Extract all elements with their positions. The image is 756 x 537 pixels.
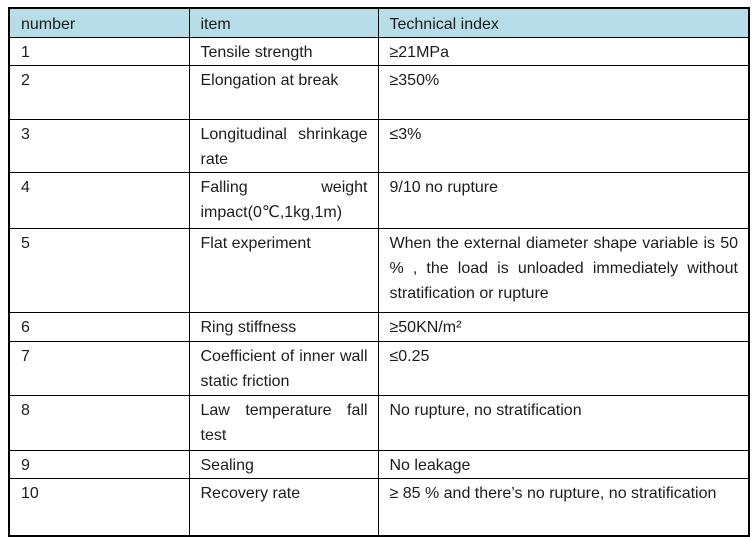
cell-technical-index: ≥ 85 % and there’s no rupture, no strati… xyxy=(377,478,750,536)
cell-item: Recovery rate xyxy=(188,478,379,536)
table-row: 4 Falling weight impact(0℃,1kg,1m) 9/10 … xyxy=(8,172,750,229)
cell-technical-index: 9/10 no rupture xyxy=(377,172,750,229)
cell-item: Coefficient of inner wall static frictio… xyxy=(188,341,379,396)
cell-item: Flat experiment xyxy=(188,228,379,313)
table-row: 6 Ring stiffness ≥50KN/m² xyxy=(8,312,750,342)
table-row: 8 Law temperature fall test No rupture, … xyxy=(8,395,750,451)
cell-number: 8 xyxy=(8,395,190,451)
table-row: 7 Coefficient of inner wall static frict… xyxy=(8,341,750,396)
cell-item: Sealing xyxy=(188,450,379,479)
cell-technical-index: No leakage xyxy=(377,450,750,479)
cell-item: Elongation at break xyxy=(188,65,379,120)
cell-number: 9 xyxy=(8,450,190,479)
cell-item: Law temperature fall test xyxy=(188,395,379,451)
cell-technical-index: ≥21MPa xyxy=(377,37,750,66)
cell-number: 2 xyxy=(8,65,190,120)
cell-technical-index: No rupture, no stratification xyxy=(377,395,750,451)
table-row: 5 Flat experiment When the external diam… xyxy=(8,228,750,313)
cell-technical-index: ≤3% xyxy=(377,119,750,173)
table-row: 2 Elongation at break ≥350% xyxy=(8,65,750,120)
cell-technical-index: ≥350% xyxy=(377,65,750,120)
cell-technical-index: ≥50KN/m² xyxy=(377,312,750,342)
cell-item: Falling weight impact(0℃,1kg,1m) xyxy=(188,172,379,229)
technical-index-table: number item Technical index 1 Tensile st… xyxy=(8,7,750,537)
cell-technical-index: ≤0.25 xyxy=(377,341,750,396)
cell-number: 5 xyxy=(8,228,190,313)
column-header-technical-index: Technical index xyxy=(377,7,750,38)
cell-item: Ring stiffness xyxy=(188,312,379,342)
cell-number: 3 xyxy=(8,119,190,173)
cell-number: 10 xyxy=(8,478,190,536)
cell-number: 7 xyxy=(8,341,190,396)
table-row: 10 Recovery rate ≥ 85 % and there’s no r… xyxy=(8,478,750,536)
cell-number: 6 xyxy=(8,312,190,342)
table-row: 9 Sealing No leakage xyxy=(8,450,750,479)
column-header-number: number xyxy=(8,7,190,38)
cell-technical-index: When the external diameter shape variabl… xyxy=(377,228,750,313)
cell-number: 4 xyxy=(8,172,190,229)
cell-item: Tensile strength xyxy=(188,37,379,66)
table-row: 1 Tensile strength ≥21MPa xyxy=(8,37,750,66)
table-row: 3 Longitudinal shrinkage rate ≤3% xyxy=(8,119,750,173)
cell-item: Longitudinal shrinkage rate xyxy=(188,119,379,173)
header-row: number item Technical index xyxy=(8,7,750,38)
cell-number: 1 xyxy=(8,37,190,66)
column-header-item: item xyxy=(188,7,379,38)
